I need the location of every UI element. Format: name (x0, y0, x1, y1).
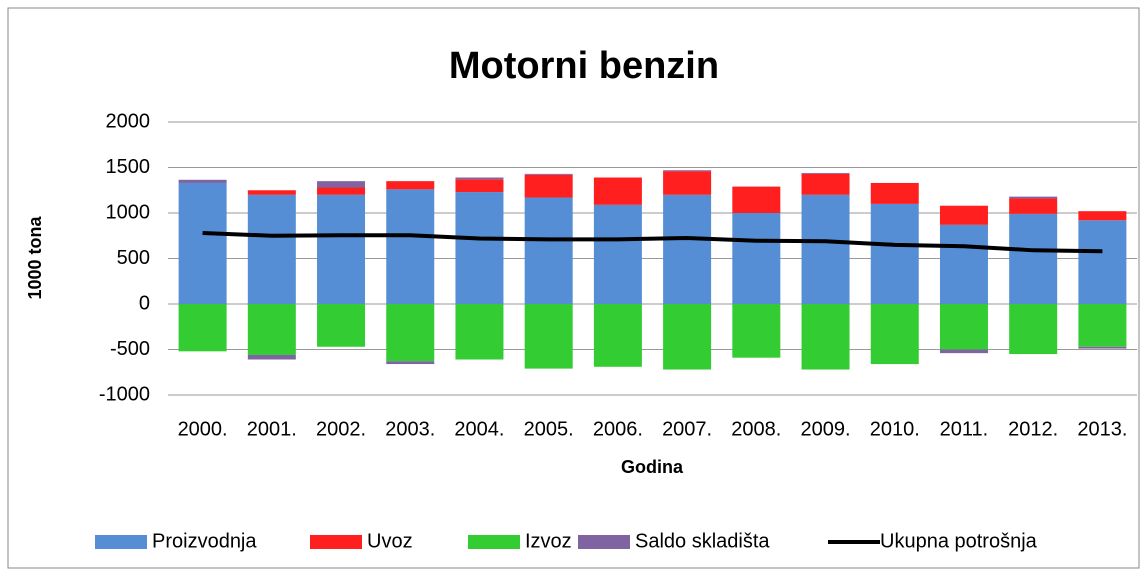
legend-swatch (468, 535, 520, 549)
x-tick-label: 2013. (1077, 418, 1127, 440)
bar-segment (317, 304, 366, 347)
bar-segment (1009, 198, 1058, 214)
x-tick-label: 2012. (1008, 418, 1058, 440)
bar-segment (801, 172, 850, 174)
bar-segment (247, 304, 296, 355)
bar-segment (455, 179, 504, 193)
x-tick-label: 2010. (870, 418, 920, 440)
bar-segment (178, 182, 227, 304)
bar-segment (386, 361, 435, 365)
bar-segment (663, 171, 712, 195)
bar-segment (247, 194, 296, 304)
bar-segment (593, 177, 642, 205)
bar-segment (386, 181, 435, 190)
legend-label: Proizvodnja (152, 530, 257, 552)
bar-segment (732, 186, 781, 213)
bar-segment (1009, 196, 1058, 199)
legend-swatch (310, 535, 362, 549)
bar-segment (386, 189, 435, 304)
x-tick-label: 2004. (454, 418, 504, 440)
x-tick-label: 2007. (662, 418, 712, 440)
bar-segment (870, 182, 919, 204)
legend-label: Uvoz (367, 530, 413, 552)
bar-segment (801, 304, 850, 370)
bar-segment (455, 304, 504, 360)
x-tick-label: 2008. (731, 418, 781, 440)
bar-segment (1078, 220, 1127, 304)
bar-segment (732, 213, 781, 304)
bar-segment (455, 177, 504, 180)
bar-segment (870, 203, 919, 304)
x-axis-label: Godina (621, 457, 684, 477)
y-tick-label: 0 (139, 292, 150, 314)
bar-segment (870, 304, 919, 365)
bar-segment (317, 181, 366, 188)
bar-segment (663, 304, 712, 370)
bar-segment (593, 204, 642, 304)
legend-label: Saldo skladišta (635, 530, 770, 552)
bar-segment (524, 304, 573, 369)
y-tick-label: 500 (117, 247, 150, 269)
y-tick-label: -1000 (99, 383, 150, 405)
line-series (202, 231, 1103, 254)
x-tick-label: 2006. (593, 418, 643, 440)
bar-segment (1078, 211, 1127, 221)
bar-segment (524, 197, 573, 304)
bar-segment (939, 205, 988, 225)
bar-segment (732, 304, 781, 358)
bar-segment (1009, 213, 1058, 304)
x-tick-label: 2001. (247, 418, 297, 440)
y-tick-label: 2000 (106, 110, 151, 132)
bar-segment (1009, 304, 1058, 355)
x-tick-label: 2002. (316, 418, 366, 440)
x-tick-label: 2009. (801, 418, 851, 440)
bar-segment (663, 170, 712, 172)
legend-label: Izvoz (525, 530, 572, 552)
x-tick-label: 2005. (524, 418, 574, 440)
y-tick-label: 1500 (106, 156, 151, 178)
bar-segment (178, 304, 227, 352)
bar-segment (801, 173, 850, 195)
bar-segment (317, 187, 366, 195)
bar-segment (524, 173, 573, 175)
bar-segment (317, 194, 366, 304)
bar-segment (178, 179, 227, 183)
bar-segment (386, 304, 435, 362)
bar-segment (247, 354, 296, 360)
y-axis-label: 1000 tona (25, 215, 45, 299)
bar-segment (524, 174, 573, 198)
bar-segment (663, 194, 712, 304)
x-tick-label: 2011. (940, 418, 989, 440)
bar-segment (593, 304, 642, 367)
bar-segment (1078, 346, 1127, 349)
y-tick-label: 1000 (106, 201, 151, 223)
x-tick-label: 2000. (178, 418, 228, 440)
y-tick-label: -500 (110, 338, 150, 360)
bar-segment (455, 192, 504, 304)
x-tick-label: 2003. (385, 418, 435, 440)
legend-swatch (578, 535, 630, 549)
bar-segment (801, 194, 850, 304)
legend-swatch (95, 535, 147, 549)
bar-segment (939, 224, 988, 304)
bar-segment (939, 349, 988, 354)
bar-segment (247, 190, 296, 195)
legend-label: Ukupna potrošnja (880, 530, 1038, 552)
chart-title: Motorni benzin (449, 45, 719, 87)
bar-segment (939, 304, 988, 350)
bar-segment (1078, 304, 1127, 347)
